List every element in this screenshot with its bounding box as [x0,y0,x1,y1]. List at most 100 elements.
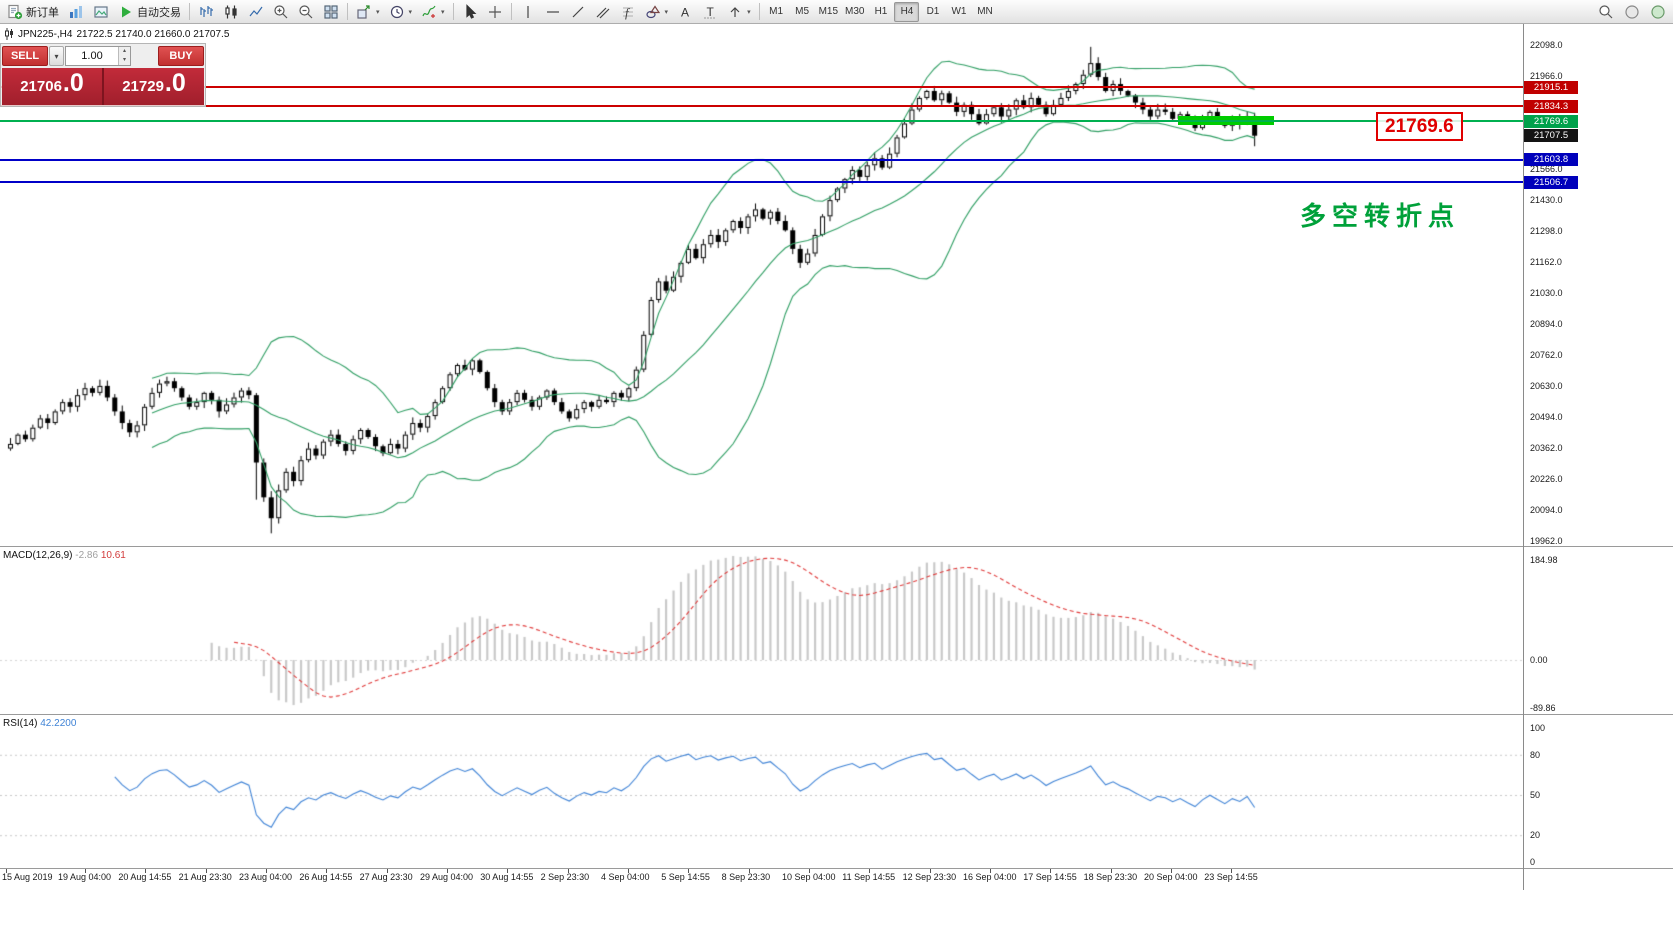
text-label-tool-button[interactable]: T [698,2,722,22]
time-axis-tick [205,869,207,873]
macd-axis-label: -89.86 [1530,702,1556,713]
horizontal-level-line-21603.8[interactable] [0,158,1523,161]
help-button[interactable] [1620,2,1644,22]
price-axis-label: 21566.0 [1530,163,1563,174]
tile-windows-button[interactable] [319,2,343,22]
horizontal-level-line-21506.7[interactable] [0,181,1523,184]
horizontal-level-line-21834.3[interactable] [0,105,1523,108]
rsi-axis-label: 0 [1530,856,1536,867]
timeframe-d1-button[interactable]: D1 [926,6,940,17]
autotrading-button[interactable]: 自动交易 [114,2,185,22]
buy-price-main: 21729 [122,78,164,95]
macd-pane-separator[interactable] [0,546,1673,547]
timeframe-h1-button[interactable]: H1 [874,6,888,17]
shapes-icon [645,4,660,18]
time-axis-tick [145,869,147,873]
main-toolbar: 新订单 自动交易 ▾ ▾ ▾ f ▾ A T ▾ M1 M5 M15 M30 H1 H4 D… [0,0,1673,24]
symbol-title: JPN225-,H4 [18,28,73,40]
sell-price-panel[interactable]: 21706 .0 [2,68,102,105]
time-axis-tick [688,869,690,873]
time-axis-label: 30 Aug 14:55 [480,872,534,882]
time-axis-tick [869,869,871,873]
profiles-button[interactable] [89,2,113,22]
time-axis-tick [446,869,448,873]
timeframe-h4-button[interactable]: H4 [894,1,920,22]
dropdown-caret-icon: ▾ [441,8,445,16]
community-button[interactable] [1646,2,1670,22]
timeframe-m15-button[interactable]: M15 [818,6,839,17]
time-axis-tick [567,869,569,873]
new-order-icon [8,4,23,19]
shapes-tool-button[interactable]: ▾ [641,2,673,22]
time-axis-label: 23 Aug 04:00 [238,872,293,882]
window-arrow-up-icon [357,4,370,19]
price-callout-box[interactable]: 21769.6 [1376,112,1463,141]
line-chart-mode-button[interactable] [244,2,268,22]
price-axis-label: 22098.0 [1530,39,1563,50]
volume-down-icon[interactable]: ▾ [119,56,130,65]
zoom-out-button[interactable] [294,2,318,22]
price-axis-label: 20094.0 [1530,504,1563,515]
text-tool-button[interactable]: A [673,2,697,22]
channel-tool-button[interactable] [591,2,615,22]
horizontal-level-line-21769.6[interactable] [0,120,1523,123]
timeframe-w1-button[interactable]: W1 [951,6,967,17]
search-button[interactable] [1594,2,1618,22]
time-axis-label: 23 Sep 14:55 [1204,872,1258,882]
svg-text:A: A [681,5,689,19]
timeframe-group: M1 M5 M15 M30 H1 H4 D1 W1 MN [764,1,998,22]
price-marker-21506.7: 21506.7 [1524,175,1578,189]
buy-price-panel[interactable]: 21729 .0 [104,68,204,105]
time-axis-label: 15 Aug 2019 [2,872,53,882]
text-a-icon: A [681,5,689,19]
trade-panel-divider [102,68,104,105]
time-axis-label: 29 Aug 04:00 [419,872,474,882]
candlestick-mode-button[interactable] [219,2,243,22]
time-axis-tick [748,869,750,873]
rsi-axis-label: 100 [1530,722,1546,733]
bar-chart-icon [200,5,213,17]
arrange-windows-button[interactable]: ▾ [352,2,384,22]
indicators-button[interactable]: ▾ [417,2,449,22]
arrows-tool-button[interactable]: ▾ [723,2,755,22]
volume-input[interactable]: 1.00 ▴ ▾ [65,46,131,66]
timeframe-m5-button[interactable]: M5 [795,6,810,17]
timeframe-m30-button[interactable]: M30 [845,6,865,17]
volume-value: 1.00 [81,50,103,62]
text-label-icon: T [704,5,717,19]
sell-price-big-digits: .0 [62,69,84,97]
volume-spinner[interactable]: ▴ ▾ [118,47,130,65]
chart-annotation-text[interactable]: 多空转折点 [1300,201,1461,231]
bar-chart-mode-button[interactable] [194,2,218,22]
zoom-in-button[interactable] [269,2,293,22]
price-chart-canvas[interactable] [0,24,1523,890]
buy-price-big-digits: .0 [164,69,186,97]
cursor-tool-button[interactable] [458,2,482,22]
timeframe-m1-button[interactable]: M1 [769,6,784,17]
svg-text:f: f [625,5,631,20]
time-axis-label: 27 Aug 23:30 [359,872,413,882]
price-axis-label: 20362.0 [1530,442,1563,453]
rsi-pane-separator[interactable] [0,714,1673,715]
horizontal-level-line-21915.1[interactable] [0,86,1523,89]
period-clock-button[interactable]: ▾ [385,2,417,22]
price-marker-21834.3: 21834.3 [1524,99,1578,113]
price-axis-label: 20226.0 [1530,473,1563,484]
vertical-line-tool-button[interactable] [516,2,540,22]
sell-button[interactable]: SELL [2,46,48,66]
new-order-button[interactable]: 新订单 [3,2,63,22]
new-order-label: 新订单 [26,6,59,19]
trendline-tool-button[interactable] [566,2,590,22]
horizontal-line-tool-button[interactable] [541,2,565,22]
macd-main-value: -2.86 [75,550,99,561]
sell-options-caret[interactable]: ▾ [49,46,64,66]
volume-up-icon[interactable]: ▴ [119,47,130,56]
rsi-value: 42.2200 [40,718,77,729]
charts-bar-button[interactable] [64,2,88,22]
fibonacci-tool-button[interactable]: f [616,2,640,22]
buy-button[interactable]: BUY [158,46,204,66]
dropdown-caret-icon: ▾ [376,8,380,16]
crosshair-tool-button[interactable] [483,2,507,22]
time-axis-separator [0,868,1673,869]
timeframe-mn-button[interactable]: MN [977,6,993,17]
